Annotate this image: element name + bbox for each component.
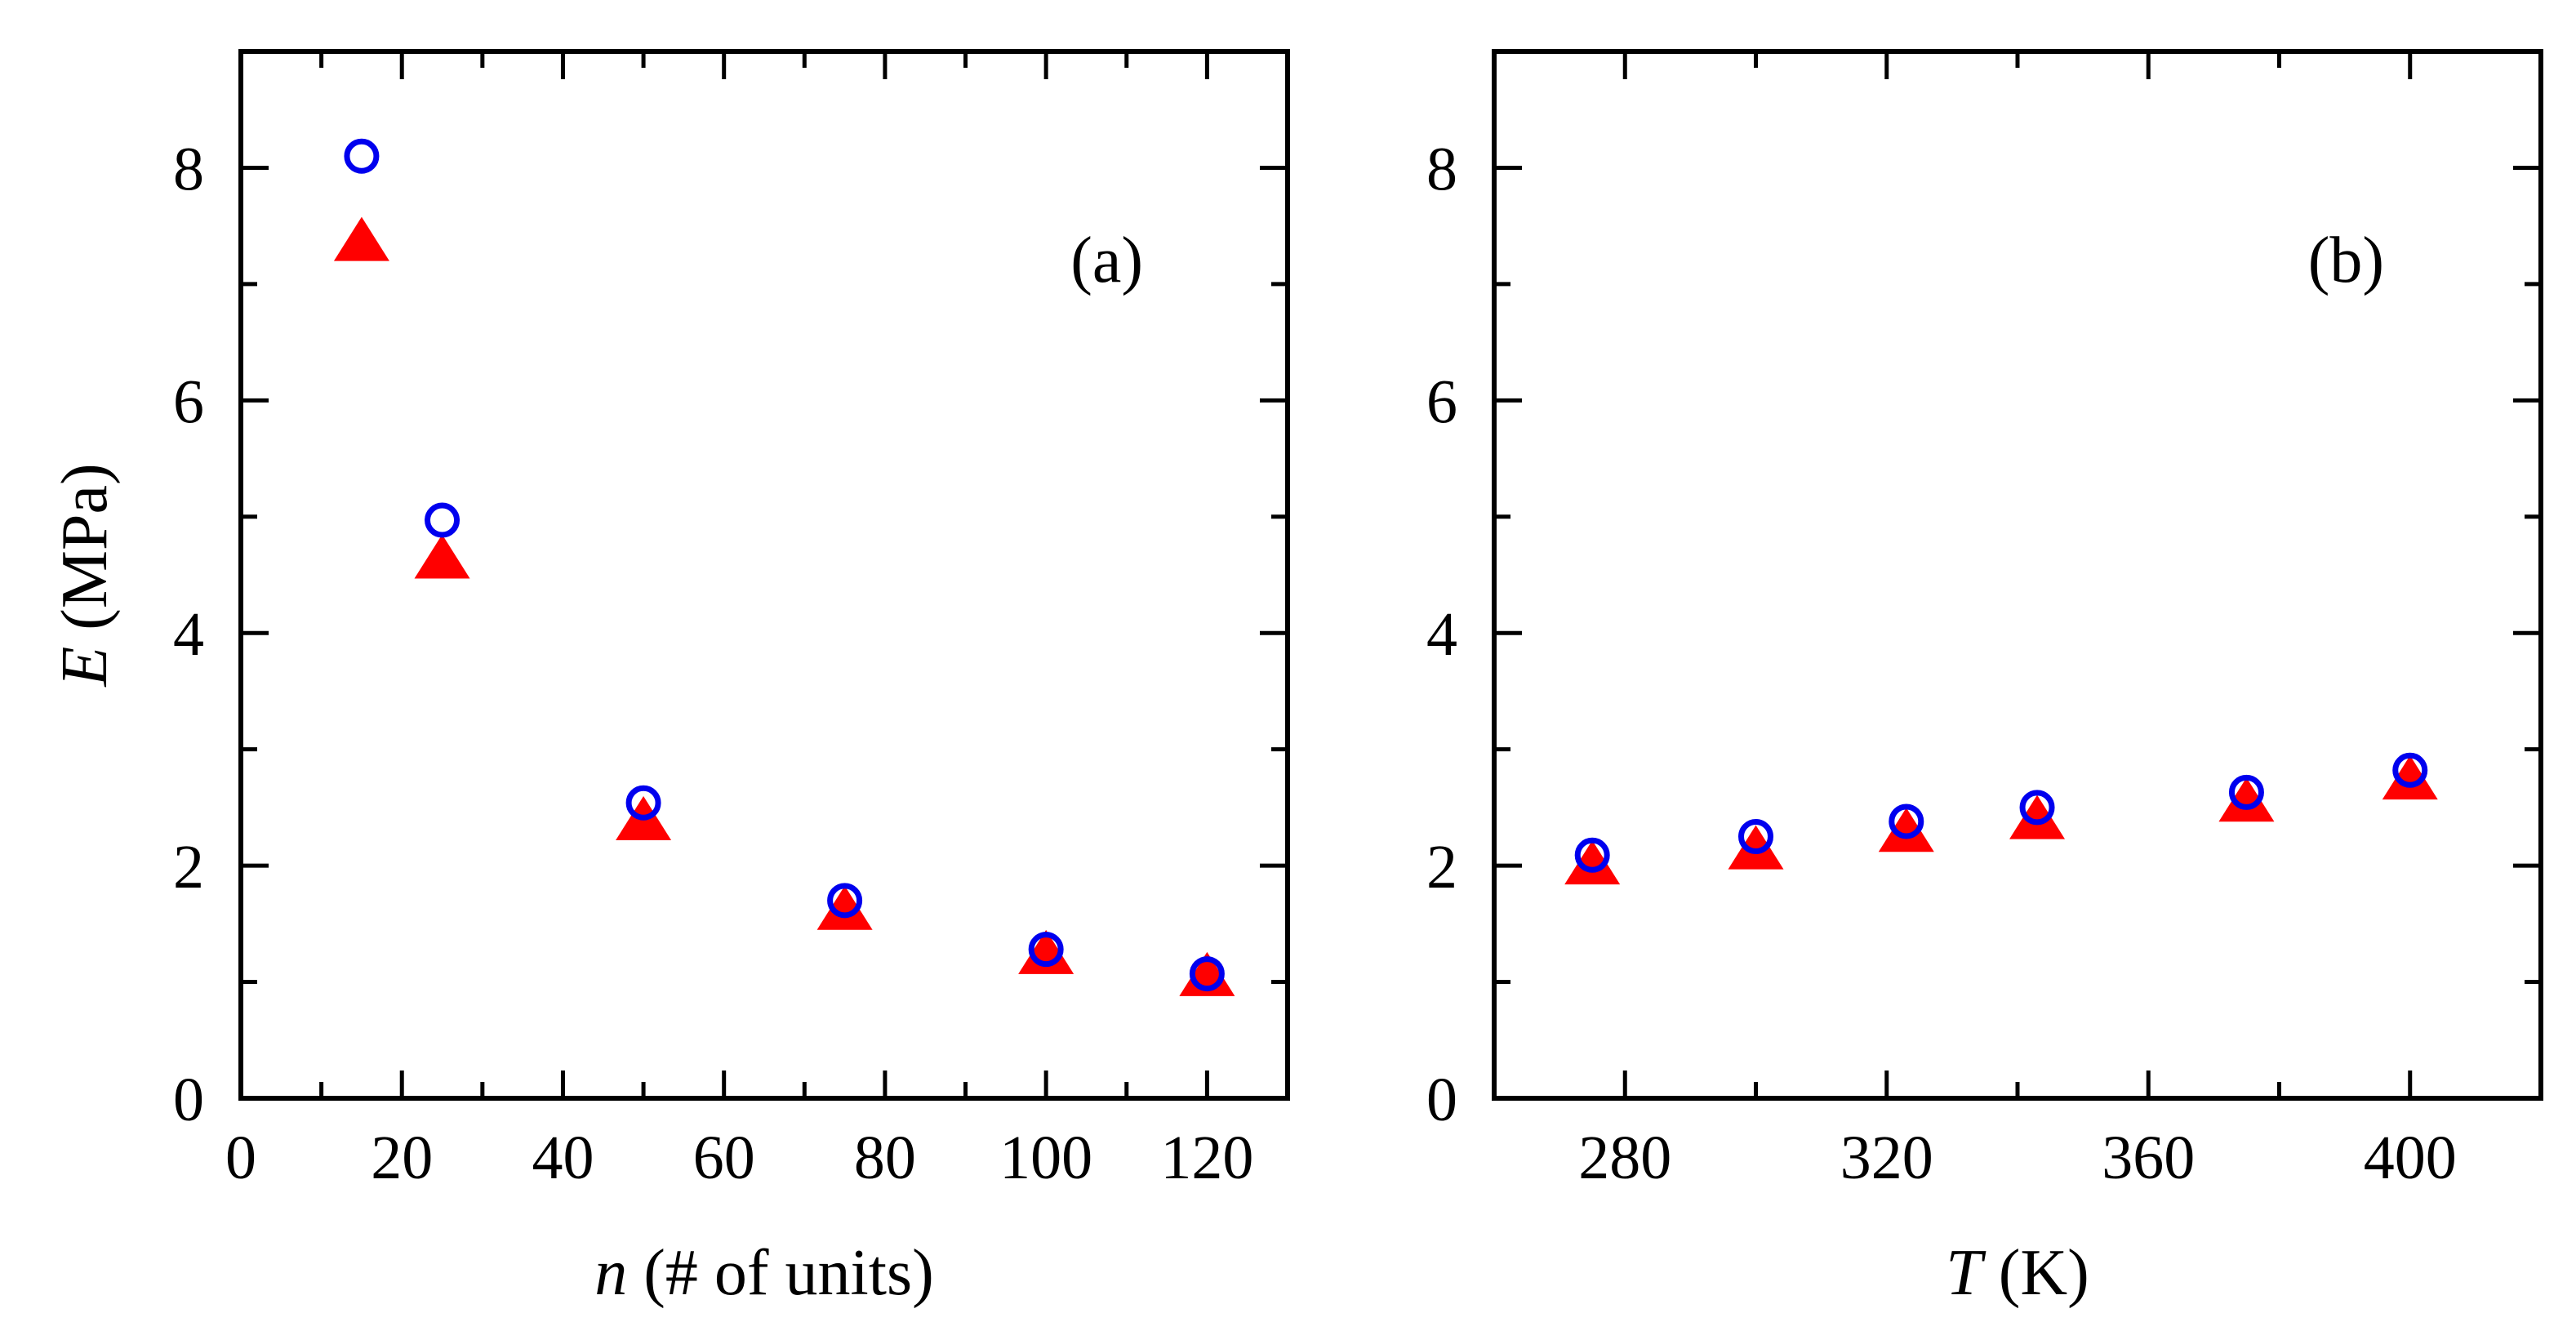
y-tick-label-a: 2 xyxy=(173,833,204,901)
circle-marker-a xyxy=(344,138,380,174)
x-tick-label-a: 40 xyxy=(532,1124,594,1192)
x-tick-label-a: 60 xyxy=(693,1124,755,1192)
x-tick-label-b: 280 xyxy=(1578,1124,1671,1192)
panel-label-b: (b) xyxy=(2308,225,2384,296)
chart-panel-a: (a) n (# of units) E (MPa) 0 20 40 60 80 100 1… xyxy=(49,49,1290,1309)
x-tick-label-b: 320 xyxy=(1840,1124,1933,1192)
y-tick-label-b: 0 xyxy=(1426,1066,1457,1134)
y-tick-label-a: 0 xyxy=(173,1066,204,1134)
circle-marker-a xyxy=(827,883,863,919)
circle-marker-a xyxy=(1189,956,1225,992)
y-axis-label-a-symbol: E xyxy=(49,647,121,688)
circle-marker-b xyxy=(2019,790,2055,826)
triangle-marker-b xyxy=(2382,755,2438,800)
x-tick-label-b: 360 xyxy=(2102,1124,2195,1192)
triangle-marker-b xyxy=(1564,840,1621,885)
circle-marker-a xyxy=(625,785,661,821)
x-tick-label-a: 120 xyxy=(1160,1124,1253,1192)
triangle-marker-b xyxy=(1728,825,1784,870)
ticks-b: 280 320 360 400 0 2 4 6 8 xyxy=(1426,51,2541,1192)
triangle-marker-a xyxy=(1018,929,1074,974)
x-axis-label-a-symbol: n xyxy=(594,1237,627,1309)
y-axis-label-a-text: (MPa) xyxy=(49,463,121,646)
x-tick-label-a: 20 xyxy=(371,1124,433,1192)
triangle-marker-b xyxy=(1878,808,1934,852)
x-axis-label-a-text: (# of units) xyxy=(627,1237,934,1309)
x-axis-label-b-text: (K) xyxy=(1982,1237,2089,1309)
x-axis-label-a: n (# of units) xyxy=(594,1237,934,1309)
triangle-marker-a xyxy=(333,216,389,261)
plot-frame-a xyxy=(238,49,1290,1101)
y-tick-label-b: 8 xyxy=(1426,135,1457,203)
circle-marker-b xyxy=(1574,837,1610,873)
data-marks-b xyxy=(1564,752,2438,885)
triangle-marker-b xyxy=(2009,795,2066,839)
triangle-marker-b xyxy=(2218,777,2275,822)
y-axis-label-a: E (MPa) xyxy=(49,463,121,687)
data-marks-a xyxy=(333,138,1235,996)
circle-marker-b xyxy=(1889,803,1924,839)
x-tick-label-a: 80 xyxy=(854,1124,916,1192)
x-tick-label-a: 0 xyxy=(225,1124,256,1192)
panel-label-a: (a) xyxy=(1070,225,1143,296)
y-tick-label-a: 4 xyxy=(173,600,204,669)
circle-marker-a xyxy=(425,502,460,538)
x-tick-label-b: 400 xyxy=(2364,1124,2457,1192)
circle-marker-a xyxy=(1028,932,1064,968)
circle-marker-b xyxy=(2228,774,2264,810)
y-tick-label-b: 6 xyxy=(1426,367,1457,436)
x-axis-label-b-symbol: T xyxy=(1946,1237,1987,1309)
chart-panel-b: (b) T (K) 280 320 360 400 0 2 4 6 8 xyxy=(1426,49,2543,1309)
triangle-marker-a xyxy=(1179,951,1235,996)
triangle-marker-a xyxy=(816,885,873,930)
y-tick-label-a: 8 xyxy=(173,135,204,203)
x-tick-label-a: 100 xyxy=(999,1124,1092,1192)
y-tick-label-b: 4 xyxy=(1426,600,1457,669)
triangle-marker-a xyxy=(414,534,470,579)
y-tick-label-a: 6 xyxy=(173,367,204,436)
circle-marker-b xyxy=(2392,752,2428,788)
x-axis-label-b: T (K) xyxy=(1946,1237,2089,1309)
y-tick-label-b: 2 xyxy=(1426,833,1457,901)
ticks-a: 0 20 40 60 80 100 120 0 2 4 6 8 xyxy=(173,51,1288,1192)
circle-marker-b xyxy=(1738,819,1773,854)
